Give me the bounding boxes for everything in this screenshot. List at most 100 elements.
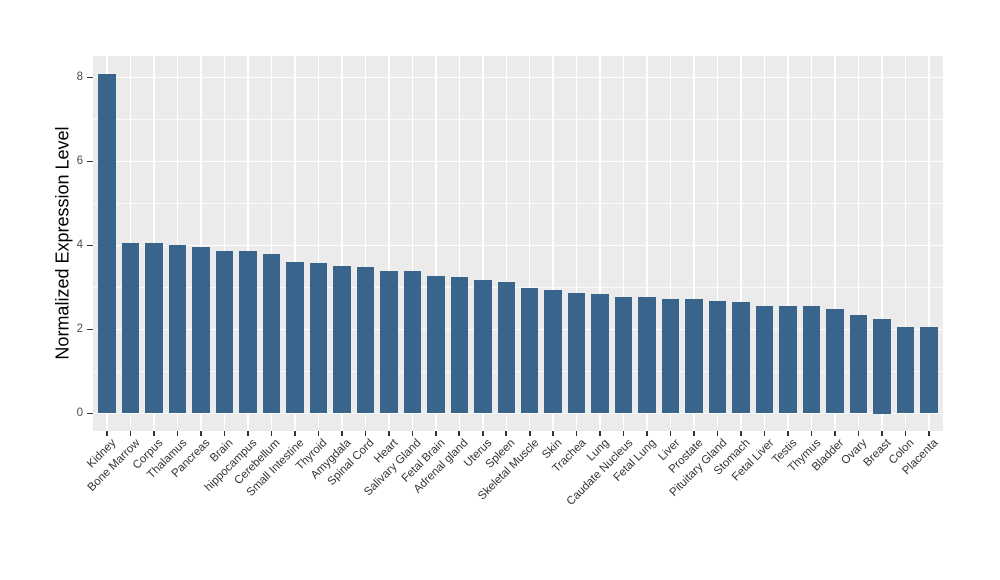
x-tick-mark [716,431,719,436]
y-tick-mark [87,160,93,163]
gridline-vertical [435,56,437,431]
x-tick-mark [270,431,273,436]
bar [403,271,422,414]
bar [544,289,562,414]
y-tick-label: 2 [76,323,83,335]
gridline-vertical [669,56,672,431]
x-tick-mark [435,431,437,436]
bar [591,294,609,414]
gridline-vertical [247,56,249,431]
x-tick-mark [458,431,461,436]
bar [145,243,163,414]
gridline-minor [93,287,943,288]
gridline-vertical [223,56,226,431]
gridline-vertical [176,56,179,431]
x-tick-mark [247,431,249,436]
x-tick-mark [341,431,343,436]
x-tick-mark [552,431,554,436]
bar [520,288,539,414]
x-tick-mark [223,431,226,436]
gridline-vertical [411,56,414,431]
x-tick-mark [646,431,648,436]
gridline-minor [93,203,943,204]
x-tick-mark [599,431,601,436]
x-tick-mark [669,431,672,436]
bar [826,308,844,414]
bar [356,266,375,414]
bar [849,314,868,414]
y-tick-label: 6 [76,155,83,167]
gridline-major [93,244,943,247]
gridline-major [93,328,943,331]
bar [661,298,680,414]
gridline-major [93,160,943,163]
x-tick-mark [388,431,390,436]
y-tick-mark [87,328,93,331]
gridline-vertical [881,56,883,431]
x-tick-mark [294,431,296,436]
gridline-vertical [810,56,813,431]
gridline-vertical [294,56,296,431]
gridline-vertical [763,56,766,431]
x-tick-mark [505,431,508,436]
y-tick-label: 0 [76,407,83,419]
x-tick-mark [810,431,813,436]
gridline-vertical [928,56,930,431]
gridline-vertical [270,56,273,431]
y-tick-mark [87,412,93,415]
x-tick-mark [622,431,625,436]
gridline-vertical [622,56,625,431]
gridline-vertical [740,56,742,431]
gridline-vertical [575,56,578,431]
bar [309,263,328,414]
bar [427,275,445,414]
gridline-vertical [693,56,695,431]
gridline-vertical [364,56,367,431]
x-tick-mark [411,431,414,436]
x-tick-mark [693,431,695,436]
x-tick-mark [787,431,789,436]
x-tick-mark [881,431,883,436]
gridline-vertical [388,56,390,431]
gridline-minor [93,119,943,120]
gridline-vertical [505,56,507,431]
x-tick-mark [106,431,108,436]
bar [779,305,797,414]
gridline-vertical [341,56,343,431]
x-tick-mark [317,431,320,436]
x-tick-mark [364,431,367,436]
x-tick-mark [904,431,907,436]
gridline-vertical [716,56,719,431]
bar [708,300,727,414]
bar [732,302,750,414]
y-tick-label: 8 [76,71,83,83]
x-tick-mark [740,431,742,436]
bar [215,250,234,414]
bar [685,299,703,414]
bar [474,279,492,414]
y-tick-mark [87,244,93,247]
gridline-vertical [200,56,202,431]
bar [614,296,633,414]
bar [262,253,281,414]
bar [567,292,586,414]
gridline-vertical [646,56,648,431]
x-tick-mark [528,431,531,436]
bar [920,326,938,414]
bar [450,276,469,414]
gridline-vertical [552,56,554,431]
bar [896,327,915,414]
x-tick-mark [176,431,179,436]
gridline-vertical [857,56,860,431]
bar [121,242,140,414]
bar [192,247,210,414]
y-tick-mark [87,76,93,79]
y-tick-label: 4 [76,239,83,251]
bar [638,297,656,414]
bar [168,244,187,414]
x-tick-mark [481,431,484,436]
x-tick-mark [153,431,155,436]
bar [333,266,351,414]
bar [873,319,891,414]
